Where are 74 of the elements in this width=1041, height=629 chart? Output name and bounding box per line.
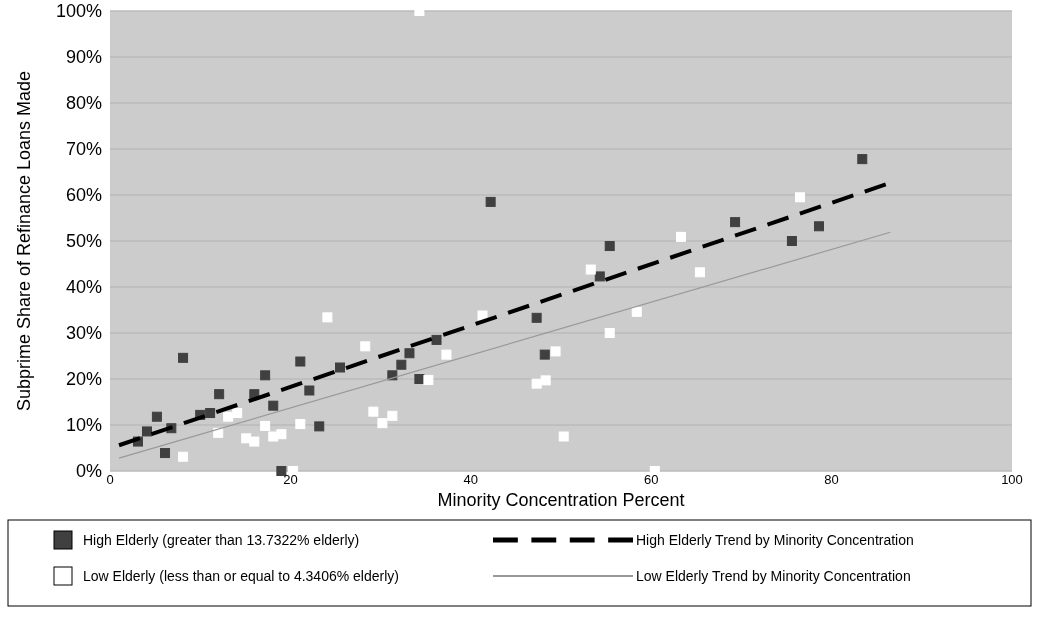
- point: [322, 312, 333, 323]
- point: [594, 271, 605, 282]
- point: [675, 231, 686, 242]
- point: [477, 310, 488, 321]
- point: [214, 389, 225, 400]
- y-tick-label: 40%: [65, 277, 102, 297]
- point: [539, 349, 550, 360]
- point: [585, 264, 596, 275]
- point: [786, 236, 797, 246]
- point: [485, 196, 496, 207]
- y-tick-label: 80%: [65, 93, 102, 113]
- point: [268, 400, 279, 411]
- point: [550, 346, 561, 357]
- x-axis-title: Minority Concentration Percent: [437, 490, 685, 510]
- point: [431, 334, 442, 345]
- legend-label: Low Elderly (less than or equal to 4.3406% elderly): [83, 568, 399, 584]
- legend-label: High Elderly (greater than 13.7322% elderly): [83, 532, 360, 548]
- point: [160, 448, 171, 459]
- legend-label: Low Elderly Trend by Minority Concentration: [636, 568, 911, 584]
- point: [531, 378, 542, 389]
- point: [531, 312, 542, 323]
- point: [178, 352, 189, 363]
- point: [223, 411, 234, 422]
- point: [276, 466, 287, 476]
- point: [396, 359, 407, 370]
- point: [857, 154, 868, 165]
- point: [295, 356, 306, 367]
- point: [151, 411, 162, 422]
- point: [314, 421, 325, 432]
- point: [360, 341, 371, 352]
- x-tick-label: 0: [106, 472, 114, 487]
- point: [335, 362, 346, 373]
- x-tick-label: 60: [643, 472, 659, 487]
- point: [249, 436, 260, 447]
- point: [295, 419, 306, 430]
- point: [377, 418, 388, 429]
- y-tick-label: 50%: [65, 231, 102, 251]
- point: [414, 374, 425, 384]
- point: [795, 192, 806, 203]
- point: [304, 385, 315, 396]
- y-tick-label: 20%: [65, 369, 102, 389]
- point: [276, 429, 287, 440]
- point: [141, 426, 152, 437]
- point: [404, 348, 415, 359]
- point: [260, 370, 271, 381]
- point: [540, 375, 551, 386]
- point: [604, 241, 615, 252]
- y-tick-label: 100%: [55, 1, 102, 21]
- y-tick-label: 0%: [75, 461, 102, 481]
- point: [232, 408, 243, 419]
- point: [387, 410, 398, 421]
- x-tick-label: 100: [1001, 472, 1023, 487]
- x-tick-label: 20: [283, 472, 298, 487]
- point: [813, 221, 824, 232]
- point: [631, 306, 642, 317]
- y-tick-label: 60%: [65, 185, 102, 205]
- legend-label: High Elderly Trend by Minority Concentration: [636, 532, 914, 548]
- x-tick-label: 40: [463, 472, 479, 487]
- point: [423, 374, 434, 385]
- y-tick-label: 70%: [65, 139, 102, 159]
- point: [178, 451, 189, 462]
- y-tick-label: 90%: [65, 47, 102, 67]
- y-axis-title: Subprime Share of Refinance Loans Made: [14, 70, 34, 412]
- y-tick-label: 10%: [65, 415, 102, 435]
- x-tick-label: 80: [824, 472, 839, 487]
- point: [260, 420, 271, 431]
- y-tick-label: 30%: [65, 323, 102, 343]
- point: [205, 408, 216, 419]
- point: [604, 328, 615, 338]
- point: [694, 267, 705, 278]
- point: [441, 349, 452, 360]
- point: [730, 217, 741, 228]
- point: [558, 431, 569, 442]
- point: [368, 406, 379, 417]
